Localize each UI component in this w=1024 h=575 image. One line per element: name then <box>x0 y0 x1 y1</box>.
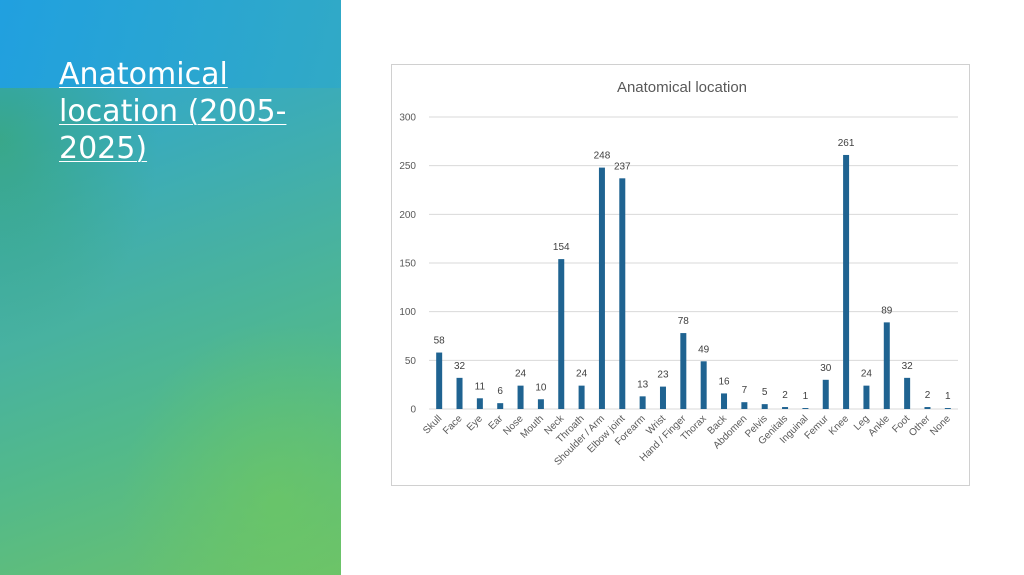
bars <box>436 154 951 409</box>
bar-ear <box>497 403 504 409</box>
y-tick-label: 50 <box>405 356 417 367</box>
data-label: 2 <box>782 390 788 401</box>
x-tick-label: Femur <box>803 413 832 442</box>
bar-mouth <box>537 399 544 409</box>
data-label: 10 <box>535 382 547 393</box>
x-tick-label: Knee <box>827 413 852 438</box>
data-label: 154 <box>553 242 570 253</box>
data-label: 261 <box>838 138 855 149</box>
x-tick-label: Mouth <box>519 413 546 440</box>
bar-leg <box>863 385 870 409</box>
bar-back <box>721 393 728 409</box>
bar-inguinal <box>802 408 809 409</box>
bar-other <box>924 407 931 409</box>
bar-femur <box>822 379 829 409</box>
data-label: 32 <box>902 361 914 372</box>
bar-none <box>944 408 951 409</box>
data-label: 89 <box>881 305 893 316</box>
slide-title[interactable]: Anatomical location (2005-2025) <box>59 57 287 166</box>
bar-neck <box>558 259 565 409</box>
bar-shoulder-arm <box>598 167 605 409</box>
data-label: 5 <box>762 387 768 398</box>
bar-thorax <box>700 361 707 409</box>
data-label: 30 <box>820 363 832 374</box>
data-label: 58 <box>434 336 446 347</box>
data-label: 49 <box>698 344 710 355</box>
y-tick-label: 0 <box>410 405 416 416</box>
bar-hand-finger <box>680 333 687 409</box>
left-panel-background <box>0 0 341 575</box>
data-label: 32 <box>454 361 466 372</box>
bar-pelvis <box>761 404 768 409</box>
y-tick-label: 200 <box>399 210 416 221</box>
bar-genitals <box>782 407 789 409</box>
data-label: 24 <box>861 369 873 380</box>
x-tick-label: None <box>928 413 953 438</box>
bar-nose <box>517 385 524 409</box>
x-tick-label: Face <box>441 413 465 437</box>
data-label: 248 <box>594 151 611 162</box>
bar-forearm <box>639 396 646 409</box>
chart-title: Anatomical location <box>617 79 747 96</box>
x-tick-label: Skull <box>421 413 444 436</box>
chart-frame: Anatomical location 0 50 100 150 200 250 300 5… <box>391 64 970 486</box>
y-tick-label: 300 <box>399 113 416 124</box>
bar-foot <box>904 377 911 409</box>
y-tick-label: 100 <box>399 307 416 318</box>
data-label: 13 <box>637 379 649 390</box>
bar-chart: Anatomical location 0 50 100 150 200 250 300 5… <box>399 79 958 468</box>
bar-knee <box>843 154 850 409</box>
x-tick-label: Ankle <box>866 413 892 439</box>
data-label: 1 <box>945 391 951 402</box>
bar-elbow-joint <box>619 178 626 409</box>
data-label: 24 <box>576 369 588 380</box>
bar-ankle <box>883 322 890 409</box>
data-label: 23 <box>657 370 669 381</box>
x-tick-label: Other <box>907 413 933 439</box>
bar-abdomen <box>741 402 748 409</box>
bar-eye <box>476 398 483 409</box>
data-label: 1 <box>803 391 809 402</box>
data-label: 78 <box>678 316 690 327</box>
bar-skull <box>436 352 443 409</box>
data-label: 7 <box>742 385 748 396</box>
panel-gradient-bottom <box>120 320 341 575</box>
panel-gradient-mid <box>0 88 160 348</box>
data-label: 237 <box>614 161 631 172</box>
data-label: 11 <box>475 381 486 392</box>
data-label: 16 <box>718 376 730 387</box>
panel-gradient-top <box>0 0 341 88</box>
bar-face <box>456 377 463 409</box>
data-label: 24 <box>515 369 527 380</box>
bar-throath <box>578 385 585 409</box>
y-axis-ticks: 0 50 100 150 200 250 300 <box>399 113 416 416</box>
data-label: 2 <box>925 390 931 401</box>
y-tick-label: 150 <box>399 259 416 270</box>
gridlines <box>429 116 958 410</box>
data-label: 6 <box>497 386 503 397</box>
y-tick-label: 250 <box>399 161 416 172</box>
x-tick-label: Eye <box>465 413 485 433</box>
bar-wrist <box>659 386 666 409</box>
